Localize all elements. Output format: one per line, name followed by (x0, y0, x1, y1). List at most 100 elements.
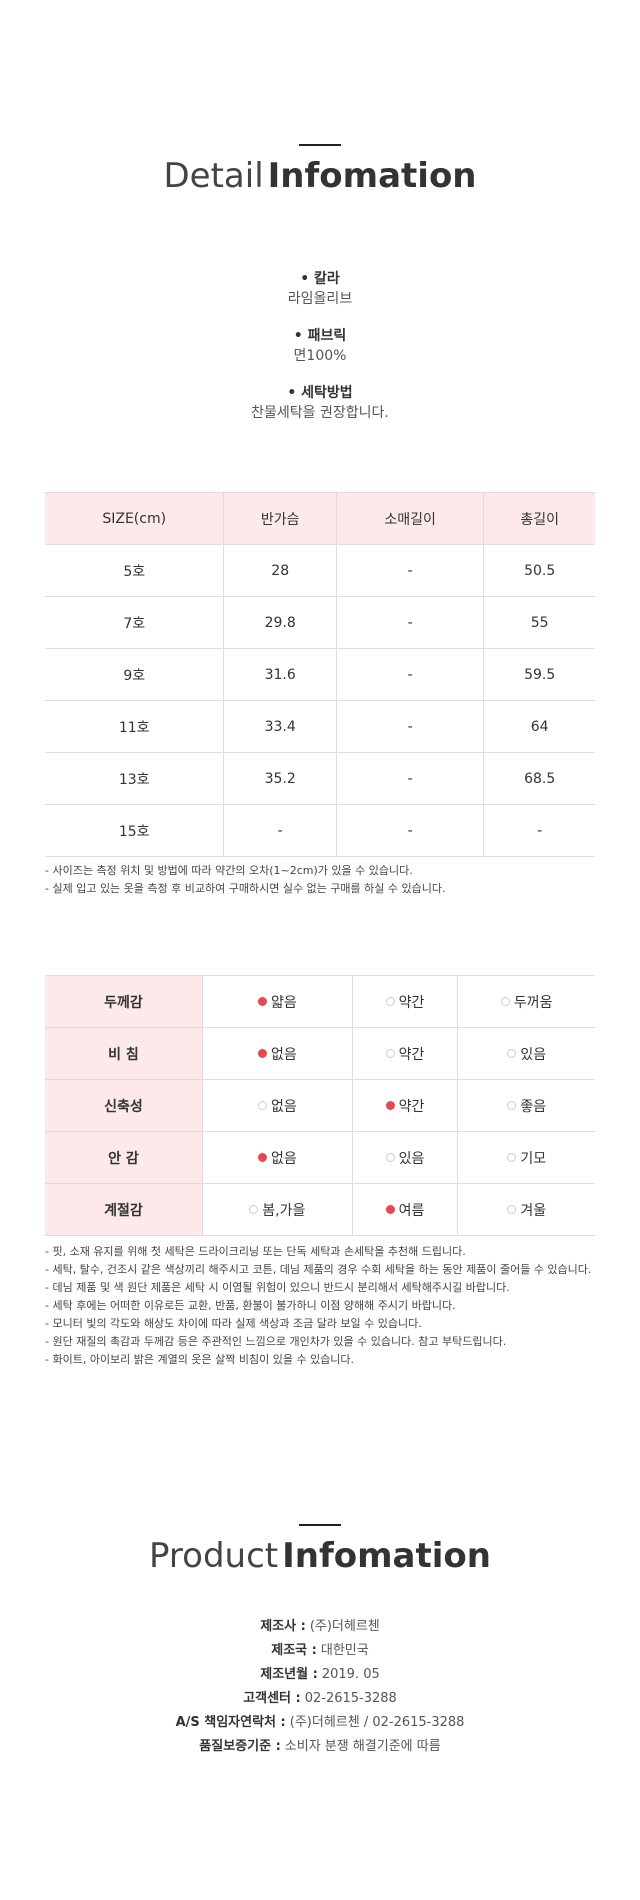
option-dot (249, 1204, 259, 1214)
option-dot (507, 1204, 517, 1214)
feature-option: 약간 (351, 1027, 458, 1080)
info-value: 대한민국 (320, 1643, 369, 1658)
detail-label-text: 칼라 (314, 271, 340, 287)
note-line: - 사이즈는 측정 위치 및 방법에 따라 약간의 오차(1~2cm)가 있을 … (45, 864, 413, 877)
size-cell: 7호 (45, 596, 224, 649)
size-cell: 55 (483, 596, 595, 649)
size-cell: - (335, 700, 484, 753)
feature-row: 비 침 없음 약간 있음 (45, 1027, 595, 1080)
size-cell: - (335, 596, 484, 649)
info-line: 품질보증기준 : 소비자 분쟁 해결기준에 따름 (0, 1735, 640, 1759)
detail-label-text: 세탁방법 (301, 385, 353, 401)
feature-row: 두께감 얇음 약간 두꺼움 (45, 975, 595, 1028)
feature-option: 약간 (351, 975, 458, 1028)
size-table: SIZE(cm) 반가슴 소매길이 총길이 5호 28-50.5 7호 29.8-55 9호 31… (45, 492, 595, 857)
size-row: 7호 29.8-55 (45, 596, 595, 649)
note-line: - 데님 제품 및 색 원단 제품은 세탁 시 이염될 위험이 있으니 반드시 … (45, 1281, 510, 1294)
note-line: - 원단 재질의 촉감과 두께감 등은 주관적인 느낌으로 개인차가 있을 수 … (45, 1335, 507, 1348)
feature-option: 없음 (202, 1079, 353, 1132)
section-title: Product Infomation (0, 1536, 640, 1576)
info-line: 제조사 : (주)더헤르첸 (0, 1615, 640, 1639)
detail-label: • 세탁방법 (287, 385, 353, 401)
feature-row: 안 감 없음 있음 기모 (45, 1131, 595, 1184)
feature-option: 얇음 (202, 975, 353, 1028)
feature-option: 좋음 (457, 1079, 595, 1132)
note-line: - 화이트, 아이보리 밝은 계열의 옷은 살짝 비침이 있을 수 있습니다. (45, 1353, 355, 1366)
option-text: 겨울 (520, 1202, 547, 1219)
feature-label: 두께감 (45, 975, 203, 1028)
option-text: 여름 (398, 1202, 425, 1219)
feature-table: 두께감 얇음 약간 두꺼움 비 침 없음 약간 있음 신축성 없음 약간 좋음 안 감 없음 있음 기모 계절감… (45, 975, 595, 1236)
option-text: 기모 (520, 1150, 547, 1167)
info-label: 제조국 : (271, 1643, 317, 1658)
feature-row: 신축성 없음 약간 좋음 (45, 1079, 595, 1132)
header-row: SIZE(cm) 반가슴 소매길이 총길이 (45, 492, 595, 545)
size-cell: - (335, 648, 484, 701)
size-cell: 29.8 (223, 596, 337, 649)
feature-option: 있음 (457, 1027, 595, 1080)
option-dot (257, 1152, 267, 1162)
info-value: 02-2615-3288 (304, 1691, 397, 1706)
size-cell: 68.5 (483, 752, 595, 805)
feature-option: 봄,가을 (202, 1183, 353, 1236)
size-cell: 13호 (45, 752, 224, 805)
note-line: - 실제 입고 있는 옷을 측정 후 비교하여 구매하시면 실수 없는 구매를 … (45, 882, 446, 895)
feature-label: 비 침 (45, 1027, 203, 1080)
info-label: 고객센터 : (243, 1691, 301, 1706)
size-cell: 28 (223, 544, 337, 597)
size-cell: - (335, 544, 484, 597)
section-title: Detail Infomation (0, 156, 640, 196)
detail-value: 라임올리브 (287, 291, 353, 307)
option-dot (385, 1048, 395, 1058)
product-info: 제조사 : (주)더헤르첸 제조국 : 대한민국 제조년월 :2019. 05 고객센터 … (0, 1615, 640, 1759)
size-cell: 31.6 (223, 648, 337, 701)
feature-option: 여름 (351, 1183, 458, 1236)
feature-row: 계절감 봄,가을 여름 겨울 (45, 1183, 595, 1236)
feature-label: 안 감 (45, 1131, 203, 1184)
size-cell: 5호 (45, 544, 224, 597)
info-value: (주)더헤르첸 (309, 1619, 380, 1634)
option-dot (385, 1152, 395, 1162)
option-dot (385, 1100, 395, 1110)
feature-option: 없음 (202, 1131, 353, 1184)
size-cell: 11호 (45, 700, 224, 753)
size-cell: 9호 (45, 648, 224, 701)
title-light: Detail (163, 156, 264, 196)
info-label: 제조사 : (260, 1619, 306, 1634)
detail-value: 찬물세탁을 권장합니다. (251, 405, 389, 421)
option-dot (507, 1152, 517, 1162)
size-row: 9호 31.6-59.5 (45, 648, 595, 701)
divider (299, 1524, 341, 1526)
title-bold: Infomation (267, 156, 477, 196)
size-row: 15호 - - - (45, 804, 595, 857)
note-line: - 세탁 후에는 어떠한 이유로든 교환, 반품, 환불이 불가하니 이점 양해… (45, 1299, 456, 1312)
feature-option: 기모 (457, 1131, 595, 1184)
option-dot (507, 1100, 517, 1110)
title-bold: Infomation (282, 1536, 491, 1576)
size-cell: 15호 (45, 804, 224, 857)
info-line: A/S 책임자연락처 : (주)더헤르첸 / 02-2615-3288 (0, 1711, 640, 1735)
header-cell: 총길이 (483, 492, 595, 545)
info-line: 제조년월 :2019. 05 (0, 1663, 640, 1687)
note-line: - 모니터 빛의 각도와 해상도 차이에 따라 실제 색상과 조금 달라 보일 … (45, 1317, 422, 1330)
option-text: 약간 (398, 1098, 425, 1115)
care-notes: - 핏, 소재 유지를 위해 첫 세탁은 드라이크리닝 또는 단독 세탁과 손세… (45, 1243, 591, 1369)
option-text: 약간 (398, 994, 425, 1011)
info-label: 제조년월 : (260, 1667, 318, 1682)
option-text: 봄,가을 (262, 1202, 306, 1219)
info-line: 고객센터 :02-2615-3288 (0, 1687, 640, 1711)
detail-label: • 칼라 (300, 271, 340, 287)
header-cell: SIZE(cm) (45, 492, 224, 545)
feature-option: 있음 (351, 1131, 458, 1184)
option-dot (257, 996, 267, 1006)
size-cell: 59.5 (483, 648, 595, 701)
info-label: 품질보증기준 : (199, 1739, 281, 1754)
option-text: 약간 (398, 1046, 425, 1063)
option-text: 좋음 (520, 1098, 547, 1115)
size-cell: - (335, 752, 484, 805)
option-text: 있음 (398, 1150, 425, 1167)
feature-option: 없음 (202, 1027, 353, 1080)
size-cell: - (335, 804, 484, 857)
feature-option: 약간 (351, 1079, 458, 1132)
size-cell: 50.5 (483, 544, 595, 597)
